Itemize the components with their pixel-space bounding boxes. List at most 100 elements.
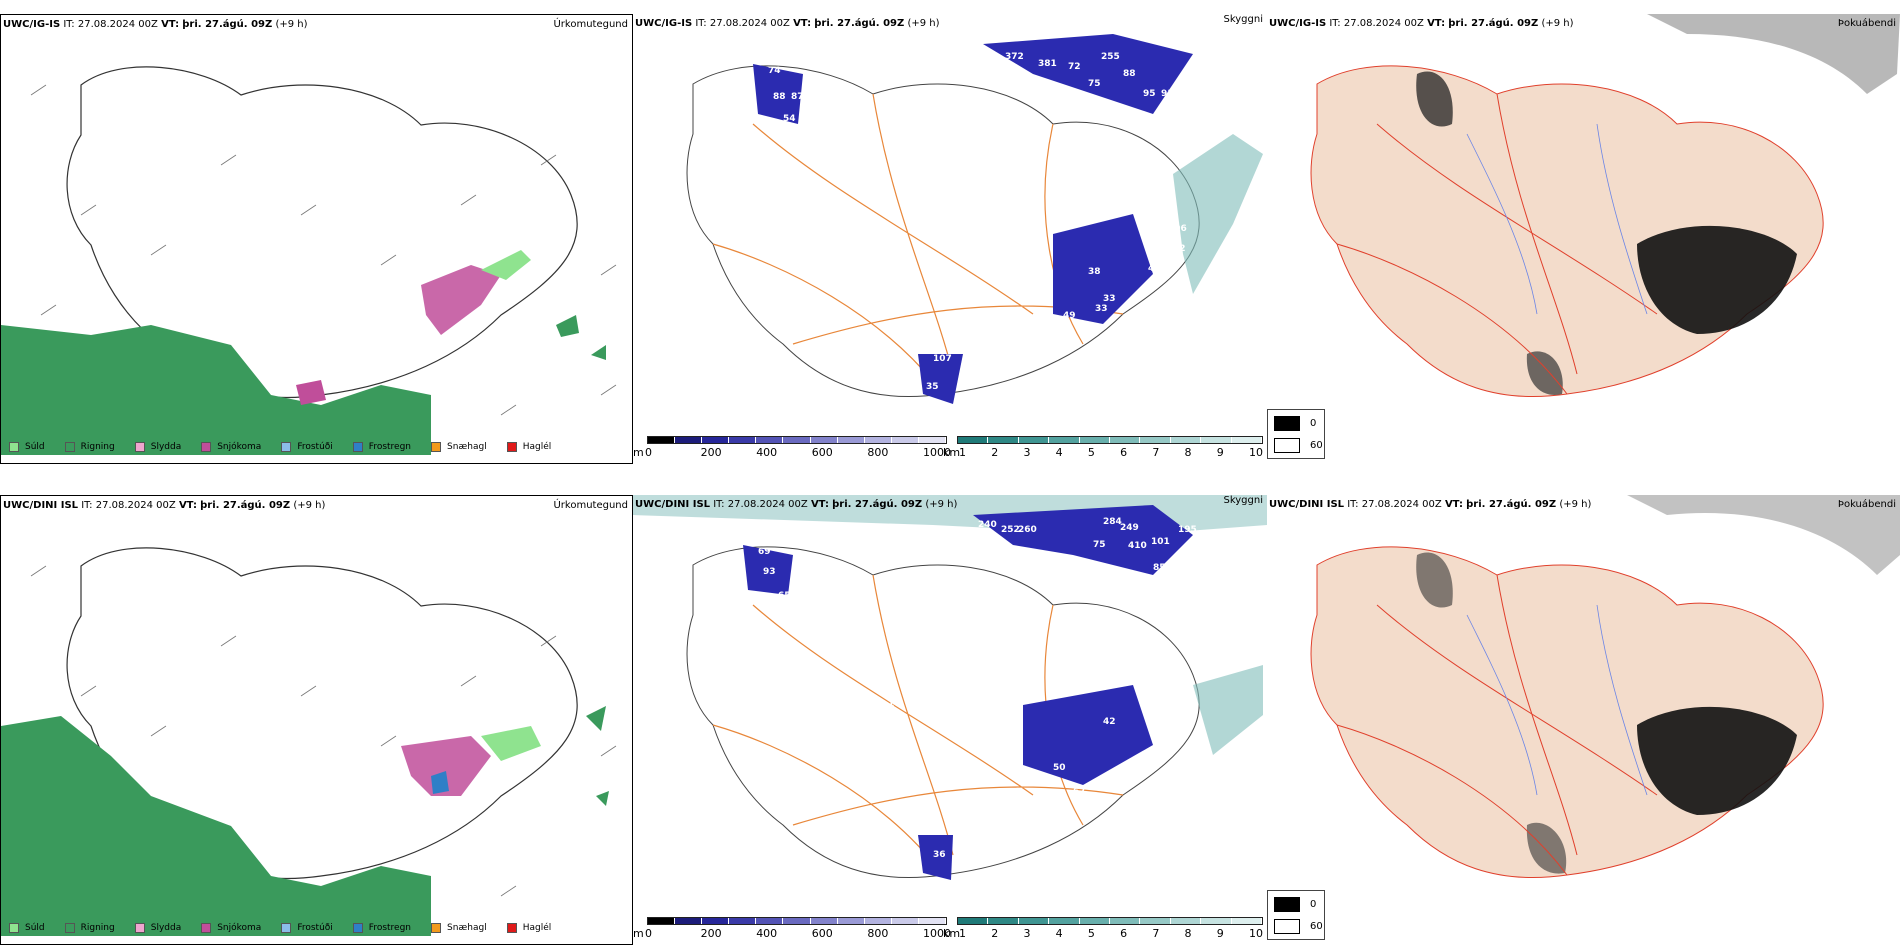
it-value: 27.08.2024 00Z bbox=[95, 500, 176, 511]
legend-item: Súld bbox=[9, 442, 45, 452]
legend-label: Haglél bbox=[522, 442, 552, 452]
precip-type-panel-bottom: UWC/DINI ISL IT: 27.08.2024 00Z VT: þri.… bbox=[0, 495, 633, 945]
fog-swatch-black bbox=[1274, 897, 1300, 912]
it-label: IT: bbox=[63, 19, 75, 30]
cloud-base-value: 45 bbox=[1148, 264, 1161, 274]
visibility-unit: km bbox=[943, 446, 961, 459]
cloud-base-value: 410 bbox=[1128, 541, 1147, 551]
fog-legend-bottom: 0 60 bbox=[1267, 890, 1325, 940]
legend-label: Snjókoma bbox=[217, 442, 262, 452]
rain-area bbox=[1, 325, 431, 455]
colorbar-tick: 6 bbox=[1120, 927, 1128, 940]
legend-swatch bbox=[201, 442, 212, 452]
legend-item: Slydda bbox=[134, 923, 181, 933]
fog-legend-top: 0 60 bbox=[1267, 409, 1325, 459]
cloud-base-value: 85 bbox=[1153, 563, 1166, 573]
legend-label: Súld bbox=[25, 442, 45, 452]
model-name: UWC/DINI ISL bbox=[1269, 499, 1345, 510]
legend-item: Súld bbox=[9, 923, 45, 933]
header-top-left: UWC/IG-IS IT: 27.08.2024 00Z VT: þri. 27… bbox=[3, 19, 308, 30]
vt-label: VT: bbox=[178, 500, 197, 511]
cloudbase-unit: m bbox=[633, 446, 644, 459]
cloud-base-value: 49 bbox=[1063, 311, 1076, 321]
cloud-base-value: 89 bbox=[816, 227, 829, 237]
cloud-base-value: 249 bbox=[1120, 523, 1139, 533]
cloud-base-value: 50 bbox=[1053, 763, 1066, 773]
cloud-base-value: 74 bbox=[768, 66, 781, 76]
cloud-base-value: 260 bbox=[1018, 525, 1037, 535]
cloud-base-value: 139 bbox=[1013, 266, 1032, 276]
colorbar-tick: 7 bbox=[1152, 927, 1160, 940]
product-title: Úrkomutegund bbox=[553, 19, 628, 30]
vt-value: þri. 27.ágú. 09Z bbox=[1448, 18, 1539, 29]
fog-label-high: 60 bbox=[1310, 921, 1323, 932]
visibility-colorbar-top: km 1 2 3 4 5 6 7 8 9 10 bbox=[943, 434, 1263, 462]
legend-item: Snæhagl bbox=[431, 442, 487, 452]
cloud-base-value: 72 bbox=[1068, 62, 1081, 72]
legend-swatch bbox=[134, 442, 145, 452]
lead-time: (+9 h) bbox=[907, 18, 940, 29]
rivers bbox=[1466, 123, 1648, 315]
colorbar-tick: 8 bbox=[1184, 927, 1192, 940]
cloud-base-value: 101 bbox=[1151, 537, 1170, 547]
cloud-base-value: 33 bbox=[1095, 304, 1108, 314]
model-name: UWC/IG-IS bbox=[3, 19, 61, 30]
fog-area bbox=[1637, 706, 1797, 815]
legend-swatch bbox=[201, 923, 212, 933]
fog-label-low: 0 bbox=[1310, 899, 1317, 910]
it-label: IT: bbox=[1347, 499, 1359, 510]
lead-time: (+9 h) bbox=[925, 499, 958, 510]
legend-label: Snæhagl bbox=[447, 923, 487, 933]
cloud-base-value: 284 bbox=[1103, 517, 1122, 527]
cloud-base-value: 87 bbox=[791, 92, 804, 102]
model-name: UWC/DINI ISL bbox=[635, 499, 711, 510]
colorbar-tick: 800 bbox=[867, 927, 889, 940]
visibility-map-top bbox=[686, 34, 1263, 404]
wind-barbs bbox=[30, 565, 617, 897]
legend-item: Frostregn bbox=[352, 442, 411, 452]
vt-value: þri. 27.ágú. 09Z bbox=[1466, 499, 1557, 510]
colorbar-tick: 0 bbox=[645, 446, 652, 459]
roads bbox=[1336, 93, 1658, 395]
cloud-base-value: 91 bbox=[1161, 89, 1174, 99]
model-name: UWC/DINI ISL bbox=[3, 500, 79, 511]
it-value: 27.08.2024 00Z bbox=[77, 19, 158, 30]
cloud-base-value: 72 bbox=[1173, 244, 1186, 254]
it-label: IT: bbox=[713, 499, 725, 510]
cloud-base-value: 76 bbox=[811, 214, 824, 224]
cloud-base-value: 100 bbox=[1163, 124, 1182, 134]
cloud-base-value: 16 bbox=[888, 699, 901, 709]
cloud-base-value: 75 bbox=[1093, 540, 1106, 550]
fog-swatch-white bbox=[1274, 438, 1300, 453]
legend-swatch bbox=[134, 923, 145, 933]
drizzle-area bbox=[481, 726, 541, 761]
fog-area bbox=[1637, 225, 1797, 334]
vt-label: VT: bbox=[1427, 18, 1446, 29]
legend-item: Snæhagl bbox=[431, 923, 487, 933]
visibility-panel-top: UWC/IG-IS IT: 27.08.2024 00Z VT: þri. 27… bbox=[633, 14, 1267, 464]
cloud-base-value: 144 bbox=[833, 264, 852, 274]
vt-value: þri. 27.ágú. 09Z bbox=[182, 19, 273, 30]
legend-swatch bbox=[9, 442, 19, 452]
cloud-base-value: 252 bbox=[1001, 525, 1020, 535]
legend-item: Haglél bbox=[506, 442, 552, 452]
legend-label: Frostúði bbox=[297, 923, 333, 933]
colorbar-tick: 8 bbox=[1184, 446, 1192, 459]
wind-barbs bbox=[30, 84, 617, 416]
vt-label: VT: bbox=[793, 18, 812, 29]
colorbar-tick: 1000 bbox=[923, 927, 951, 940]
colorbar-tick: 1000 bbox=[923, 446, 951, 459]
colorbar-tick: 600 bbox=[811, 927, 833, 940]
colorbar-tick: 1 bbox=[959, 446, 966, 459]
cloud-base-value: 240 bbox=[978, 520, 997, 530]
legend-label: Frostregn bbox=[368, 923, 412, 933]
lead-time: (+9 h) bbox=[275, 19, 308, 30]
legend-swatch bbox=[281, 923, 292, 933]
roads bbox=[1336, 574, 1658, 876]
roads bbox=[712, 574, 1124, 876]
legend-swatch bbox=[431, 442, 442, 452]
cloud-base-value: 42 bbox=[1103, 717, 1116, 727]
colorbar-tick: 2 bbox=[991, 927, 999, 940]
colorbar-tick: 3 bbox=[1023, 927, 1031, 940]
cloud-base-value: 138 bbox=[848, 719, 867, 729]
